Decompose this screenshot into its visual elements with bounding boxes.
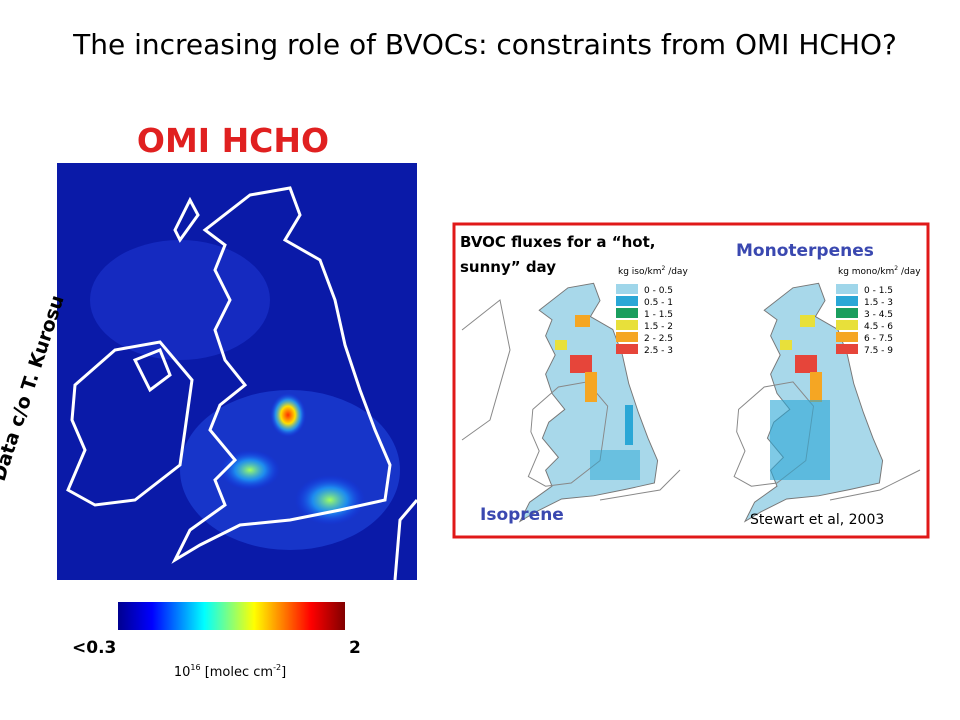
citation: Stewart et al, 2003 [750,512,884,528]
legend-swatch [616,344,638,354]
legend-entry: 4.5 - 6 [864,322,893,332]
legend-swatch [836,284,858,294]
legend-entry: 2 - 2.5 [644,334,673,344]
legend-unit-exponent: 2 [894,265,898,272]
legend-swatch [616,308,638,318]
monoterpene-map [733,282,921,522]
colorbar-min-label: <0.3 [72,638,116,658]
legend-entry: 1.5 - 3 [864,298,893,308]
legend-unit: kg iso/km2 /day [618,265,688,277]
colorbar-max-label: 2 [349,638,361,658]
legend-swatch [616,332,638,342]
legend-swatch [616,284,638,294]
legend-entry: 0 - 1.5 [864,286,893,296]
isoprene-label: Isoprene [480,505,564,525]
panel-heading: OMI HCHO [137,121,329,160]
isoprene-map [461,282,681,522]
legend-unit-text: kg mono/km [838,267,894,277]
unit-close: ] [281,665,286,680]
flux-panel: BVOC fluxes for a “hot, sunny” day Monot… [452,222,930,539]
legend-swatch [836,332,858,342]
legend-entry: 1.5 - 2 [644,322,673,332]
legend-unit-suffix: /day [898,267,921,277]
legend-swatch [836,344,858,354]
unit-exponent: -2 [273,663,281,672]
slide-title: The increasing role of BVOCs: constraint… [72,28,897,61]
legend-entry: 3 - 4.5 [864,310,893,320]
legend-entry: 0 - 0.5 [644,286,673,296]
unit-text: [molec cm [201,665,274,680]
unit-base: 10 [174,665,191,680]
legend-entry: 6 - 7.5 [864,334,893,344]
legend-swatch [836,320,858,330]
hcho-map [57,163,419,581]
legend-unit-exponent: 2 [662,265,666,272]
legend-unit: kg mono/km2 /day [838,265,921,277]
legend-swatch [836,296,858,306]
legend-unit-text: kg iso/km [618,267,662,277]
legend-entry: 7.5 - 9 [864,346,893,356]
legend-unit-suffix: /day [665,267,688,277]
monoterpenes-label: Monoterpenes [736,241,874,261]
legend-swatch [616,296,638,306]
legend-entry: 1 - 1.5 [644,310,673,320]
legend-swatch [836,308,858,318]
legend-entry: 2.5 - 3 [644,346,673,356]
legend-entry: 0.5 - 1 [644,298,673,308]
legend-swatch [616,320,638,330]
unit-exponent: 16 [190,663,200,672]
colorbar [118,602,345,630]
panel-caption: BVOC fluxes for a “hot, [460,233,655,251]
colorbar-unit: 1016 [molec cm-2] [174,663,286,680]
panel-caption: sunny” day [460,258,556,276]
